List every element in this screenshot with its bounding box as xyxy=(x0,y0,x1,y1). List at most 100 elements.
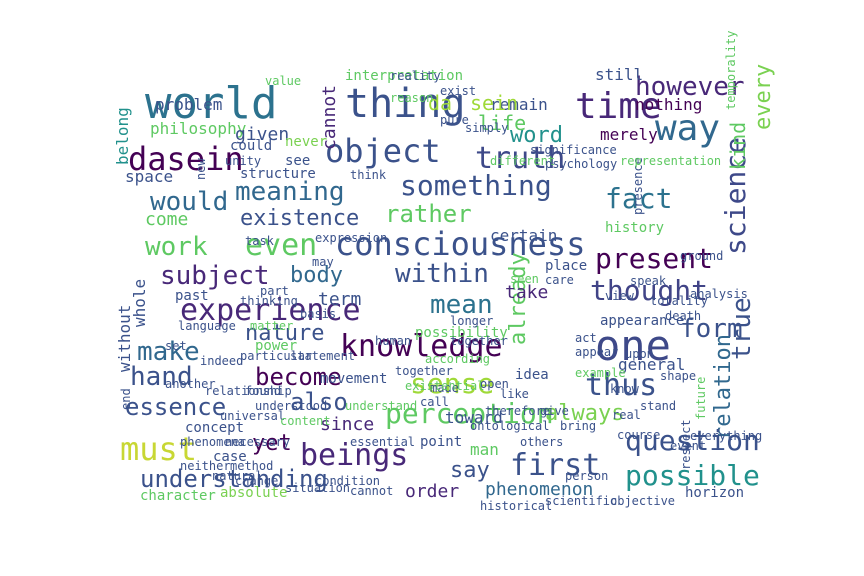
cloud-word: basis xyxy=(300,307,336,321)
cloud-word: ontological xyxy=(470,419,549,433)
cloud-word: word xyxy=(510,123,563,148)
cloud-word: found xyxy=(245,384,281,398)
cloud-word: place xyxy=(545,258,587,274)
cloud-word: necessary xyxy=(225,435,290,449)
cloud-word: essence xyxy=(125,393,226,421)
cloud-word: case xyxy=(213,449,247,465)
cloud-word: significance xyxy=(530,143,617,157)
cloud-word: order xyxy=(405,481,459,502)
cloud-word: statement xyxy=(290,349,355,363)
cloud-word: remain xyxy=(490,95,548,114)
cloud-word: everything xyxy=(690,429,762,443)
cloud-word: certain xyxy=(490,226,557,245)
cloud-word: exist xyxy=(440,84,476,98)
cloud-word: rather xyxy=(385,200,472,228)
cloud-word: hand xyxy=(130,362,193,392)
cloud-word: first xyxy=(510,448,600,483)
cloud-word: man xyxy=(470,440,499,459)
cloud-word: general xyxy=(618,355,685,374)
cloud-word: together xyxy=(395,364,453,378)
cloud-word: understanding xyxy=(140,465,328,493)
cloud-word: fact xyxy=(605,182,672,215)
cloud-word: new xyxy=(194,158,208,180)
cloud-word: unity xyxy=(225,154,261,168)
cloud-word: set xyxy=(165,339,187,353)
cloud-word: psychology xyxy=(545,157,617,171)
cloud-word: death xyxy=(665,309,701,323)
cloud-word: must xyxy=(120,430,197,468)
cloud-word: act xyxy=(575,331,597,345)
cloud-word: situation xyxy=(285,481,350,495)
cloud-word: essential xyxy=(350,435,415,449)
cloud-word: phenomenon xyxy=(485,479,593,500)
cloud-word: true xyxy=(727,297,757,360)
cloud-word: knowledge xyxy=(340,329,503,364)
cloud-word: analysis xyxy=(690,287,748,301)
cloud-word: real xyxy=(612,408,641,422)
cloud-word: subject xyxy=(160,261,270,291)
cloud-word: method xyxy=(230,459,273,473)
cloud-word: future xyxy=(694,377,708,420)
cloud-word: come xyxy=(145,209,188,230)
cloud-word: simply xyxy=(465,121,508,135)
cloud-word: thinking xyxy=(240,294,298,308)
cloud-word: speak xyxy=(630,274,667,288)
cloud-word: term xyxy=(318,289,361,310)
cloud-word: cannot xyxy=(319,85,340,150)
cloud-word: objective xyxy=(610,494,675,508)
cloud-word: end xyxy=(119,388,133,410)
cloud-word: presence xyxy=(631,157,645,215)
cloud-word: person xyxy=(565,469,608,483)
cloud-word: scientific xyxy=(545,494,617,508)
cloud-word: say xyxy=(450,458,490,483)
cloud-word: make xyxy=(137,337,200,367)
cloud-word: also xyxy=(290,388,348,416)
cloud-word: possible xyxy=(625,459,760,492)
cloud-word: human xyxy=(375,334,411,348)
cloud-word: indeed xyxy=(200,354,243,368)
cloud-word: ground xyxy=(680,249,723,263)
cloud-word: totality xyxy=(650,294,708,308)
cloud-word: appearance xyxy=(600,313,684,329)
cloud-word: existence xyxy=(240,206,359,231)
cloud-word: however xyxy=(635,72,745,102)
cloud-word: historical xyxy=(480,499,552,513)
cloud-word: stand xyxy=(640,399,676,413)
cloud-word: appear xyxy=(575,345,618,359)
cloud-word: perception xyxy=(385,397,554,430)
cloud-word: merely xyxy=(600,125,658,144)
cloud-word: object xyxy=(325,132,441,170)
cloud-word: content xyxy=(280,414,331,428)
cloud-word: call xyxy=(420,395,449,409)
cloud-word: nature xyxy=(245,321,324,346)
cloud-word: horizon xyxy=(685,485,744,501)
cloud-word: every xyxy=(751,64,776,130)
cloud-word: give xyxy=(540,404,569,418)
cloud-word: respect xyxy=(679,419,693,470)
cloud-word: idea xyxy=(515,367,549,383)
cloud-word: sein xyxy=(470,91,518,115)
cloud-word: example xyxy=(575,366,626,380)
cloud-word: form xyxy=(680,314,743,344)
cloud-word: temporality xyxy=(724,31,738,110)
cloud-word: present xyxy=(595,242,713,275)
cloud-word: existential xyxy=(405,379,484,393)
cloud-word: experience xyxy=(180,293,361,328)
cloud-word: may xyxy=(312,255,334,269)
cloud-word: understood xyxy=(255,399,327,413)
cloud-word: expression xyxy=(315,231,387,245)
cloud-word: together xyxy=(450,334,508,348)
cloud-word: representation xyxy=(620,154,721,168)
cloud-word: possibility xyxy=(415,325,508,341)
cloud-word: one xyxy=(595,321,671,370)
cloud-word: work xyxy=(145,232,208,262)
cloud-word: particular xyxy=(240,349,312,363)
cloud-word: way xyxy=(655,108,720,149)
cloud-word: concept xyxy=(185,420,244,436)
cloud-word: shape xyxy=(660,369,696,383)
cloud-word: life xyxy=(478,111,526,135)
cloud-word: event xyxy=(670,439,706,453)
cloud-word: sense xyxy=(410,367,494,400)
cloud-word: seen xyxy=(510,272,539,286)
cloud-word: history xyxy=(605,220,664,236)
